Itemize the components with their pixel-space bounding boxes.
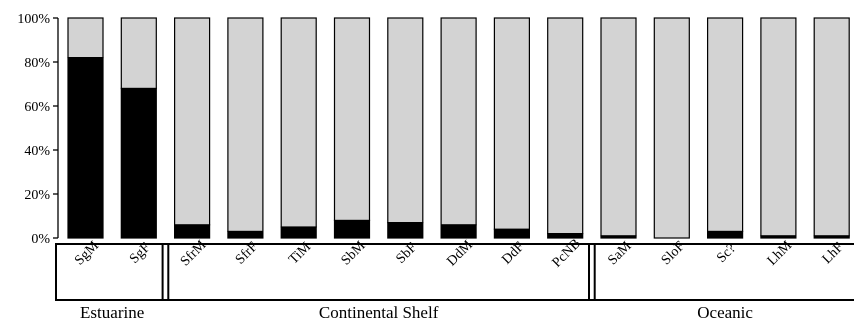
bar-segment-PcNB-series-1 — [547, 17, 584, 235]
x-tick-label: SfrM — [178, 237, 210, 269]
y-tick-label: 100% — [17, 12, 50, 27]
y-tick-label: 40% — [24, 144, 50, 159]
bar-segment-SaM-series-1 — [600, 17, 637, 237]
bar-segment-SbF-series-1 — [387, 17, 424, 224]
bar-segment-TiM-series-0 — [280, 226, 317, 239]
bar-segment-DdF-series-1 — [493, 17, 530, 230]
x-tick-label: LhM — [765, 238, 796, 269]
bar-segment-SgM-series-0 — [67, 56, 104, 239]
bar-segment-SfrM-series-1 — [174, 17, 211, 226]
group-box — [588, 243, 854, 301]
x-tick-labels: SgM SgF SfrM SfrF TiM SbM SbF DdM DdF PcNB SaM SloF… — [72, 236, 847, 270]
x-tick-label: SgM — [72, 238, 102, 268]
group-box — [55, 243, 170, 301]
bar-segment-PcNB-series-0 — [547, 233, 584, 239]
bar-segment-SgM-series-1 — [67, 17, 104, 59]
bar-segment-Scq-series-1 — [706, 17, 744, 232]
x-tick-label: SbM — [339, 238, 369, 268]
bar-segment-SfrM-series-0 — [174, 224, 211, 239]
bar-segment-DdM-series-1 — [440, 17, 477, 226]
group-labels: Estuarine Continental Shelf Oceanic — [55, 243, 854, 322]
bar-segment-Scq-series-0 — [706, 230, 744, 239]
bar-segment-TiM-series-1 — [280, 17, 317, 228]
x-tick-label: SaM — [605, 238, 635, 268]
x-tick-label: DdM — [444, 237, 476, 269]
group-label: Oceanic — [697, 303, 753, 322]
y-tick-label: 20% — [24, 188, 50, 203]
bar-segment-SfrF-series-0 — [227, 230, 264, 239]
bar-segment-SfrF-series-1 — [227, 17, 264, 232]
bar-segment-LhM-series-1 — [760, 17, 797, 237]
group-label: Continental Shelf — [319, 303, 439, 322]
y-tick-label: 0% — [31, 232, 50, 247]
group-label: Estuarine — [80, 303, 144, 322]
y-tick-label: 60% — [24, 100, 50, 115]
bar-segment-DdM-series-0 — [440, 224, 477, 239]
bar-segment-SgF-series-0 — [120, 87, 157, 239]
group-box — [161, 243, 596, 301]
bar-segment-SloF-series-1 — [653, 17, 690, 239]
bars — [67, 17, 850, 239]
bar-segment-SbM-series-1 — [333, 17, 371, 221]
y-axis: 0% 20% 40% 60% 80% 100% — [17, 12, 59, 247]
bar-segment-SgF-series-1 — [120, 17, 157, 90]
bar-segment-LhF-series-1 — [813, 17, 850, 237]
bar-segment-SbM-series-0 — [333, 219, 371, 239]
y-tick-label: 80% — [24, 56, 50, 71]
bar-segment-SbF-series-0 — [387, 222, 424, 239]
x-tick-label: PcNB — [550, 236, 584, 270]
bar-segment-DdF-series-0 — [493, 228, 530, 239]
